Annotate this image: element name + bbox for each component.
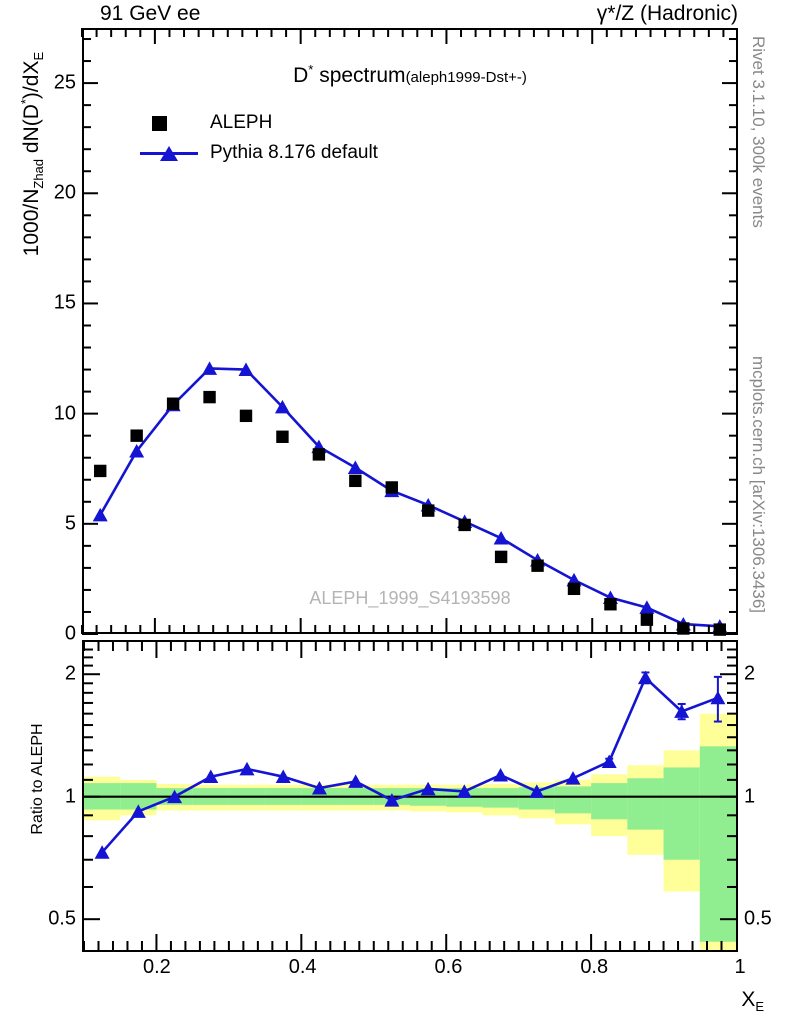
marker-triangle <box>601 754 617 768</box>
marker-square <box>239 409 253 423</box>
plot-title-rest: spectrum <box>313 64 406 87</box>
main-plot-canvas <box>81 28 738 636</box>
marker-triangle <box>311 780 327 795</box>
header-beam-label: 91 GeV ee <box>100 2 201 25</box>
y-ticklabel-ratio-left: 2 <box>64 662 76 685</box>
header-process-rest: */Z (Hadronic) <box>607 2 738 25</box>
ratio-plot-canvas <box>84 642 736 950</box>
marker-square <box>494 550 508 564</box>
main-plot-frame <box>82 28 738 634</box>
marker-square <box>276 430 289 443</box>
marker-square <box>422 504 435 517</box>
y-ticklabel-main: 10 <box>53 402 76 425</box>
analysis-watermark: ALEPH_1999_S4193598 <box>309 588 511 608</box>
marker-triangle <box>674 704 690 718</box>
ratio-curve-line <box>101 675 719 854</box>
xlabel-sub-e: E <box>755 999 764 1015</box>
legend-label-pythia: Pythia 8.176 default <box>210 142 378 163</box>
y-ticklabel-ratio-right: 2 <box>744 662 756 685</box>
y-ticklabel-main: 5 <box>64 512 76 535</box>
y-axis-ticklabels-main: 0 5 10 15 20 25 <box>32 28 76 645</box>
marker-triangle <box>493 767 509 782</box>
x-ticklabel: 1 <box>734 956 746 978</box>
y-ticklabel-ratio-left: 0.5 <box>48 907 76 930</box>
uncertainty-band-inner <box>518 787 555 810</box>
plot-title-star: * <box>308 62 314 77</box>
marker-triangle <box>420 781 436 796</box>
x-axis-label: XE <box>741 988 764 1014</box>
marker-triangle <box>239 761 255 776</box>
y-ticklabel-main: 0 <box>64 622 76 645</box>
uncertainty-band-inner <box>554 786 592 814</box>
marker-square <box>130 429 143 442</box>
marker-triangle <box>167 789 183 804</box>
marker-triangle <box>493 531 509 545</box>
x-ticklabel: 0.2 <box>142 956 171 978</box>
y-axis-ticklabels-ratio-right: 0.5 1 2 <box>744 640 784 952</box>
marker-square <box>567 582 581 596</box>
legend-item-aleph[interactable]: ALEPH <box>140 108 378 138</box>
header-process-label: γ*/Z (Hadronic) <box>597 2 738 26</box>
marker-triangle <box>92 507 108 522</box>
uncertainty-band-inner <box>482 788 519 808</box>
mcplots-source-caption: mcplots.cern.ch [arXiv:1306.3436] <box>749 356 768 614</box>
marker-square <box>458 518 471 532</box>
legend-marker-triangle-line <box>140 141 198 165</box>
marker-triangle <box>348 774 364 788</box>
marker-triangle <box>129 443 145 458</box>
uncertainty-band-inner <box>663 767 700 860</box>
marker-triangle <box>274 399 290 414</box>
header-process-gamma: γ <box>596 2 608 25</box>
marker-triangle <box>238 362 254 376</box>
plot-title-paren: (aleph1999-Dst+-) <box>405 69 527 86</box>
marker-triangle <box>275 769 291 784</box>
marker-triangle <box>456 784 472 798</box>
ratio-plot-frame <box>82 640 738 952</box>
marker-triangle <box>347 460 363 475</box>
marker-triangle <box>203 769 219 784</box>
marker-square <box>349 474 362 488</box>
marker-triangle <box>130 804 146 818</box>
legend-marker-square <box>140 111 198 135</box>
y-ticklabel-ratio-right: 1 <box>744 785 756 808</box>
plot-title-d: D <box>293 64 309 87</box>
y-ticklabel-main: 25 <box>53 71 76 94</box>
y-ticklabel-main: 15 <box>53 291 76 314</box>
y-ticklabel-ratio-right: 0.5 <box>744 907 772 930</box>
y-ticklabel-ratio-left: 1 <box>64 785 76 808</box>
x-ticklabel: 0.6 <box>434 956 463 978</box>
y-ticklabel-main: 20 <box>53 181 76 204</box>
x-ticklabel: 0.8 <box>580 956 609 978</box>
marker-triangle <box>565 771 581 785</box>
uncertainty-band-inner <box>591 783 628 820</box>
marker-square <box>385 481 398 494</box>
x-axis-ticklabels: 0.2 0.4 0.6 0.8 1 <box>82 956 746 986</box>
marker-triangle <box>710 690 726 705</box>
marker-triangle <box>637 670 653 685</box>
marker-square <box>166 397 180 410</box>
rivet-version-caption: Rivet 3.1.10, 300k events <box>749 36 768 228</box>
marker-square <box>640 613 654 626</box>
plot-title: D* spectrum(aleph1999-Dst+-) <box>82 62 738 88</box>
marker-square <box>604 598 617 611</box>
x-ticklabel: 0.4 <box>288 956 317 978</box>
y-axis-ticklabels-ratio-left: 0.5 1 2 <box>28 640 76 952</box>
legend: ALEPH Pythia 8.176 default <box>140 108 378 168</box>
marker-square <box>203 390 216 404</box>
legend-item-pythia[interactable]: Pythia 8.176 default <box>140 138 378 168</box>
marker-triangle <box>384 793 400 807</box>
marker-square <box>531 559 544 572</box>
marker-triangle <box>202 361 218 375</box>
ylabel-star: * <box>17 99 33 105</box>
legend-label-aleph: ALEPH <box>210 112 273 133</box>
marker-square <box>312 448 326 461</box>
marker-triangle <box>529 784 545 798</box>
marker-triangle <box>639 600 655 614</box>
uncertainty-band-inner <box>699 746 736 942</box>
uncertainty-band-inner <box>627 778 664 830</box>
marker-square <box>94 464 107 478</box>
marker-triangle <box>94 845 110 859</box>
xlabel-x: X <box>741 988 756 1011</box>
